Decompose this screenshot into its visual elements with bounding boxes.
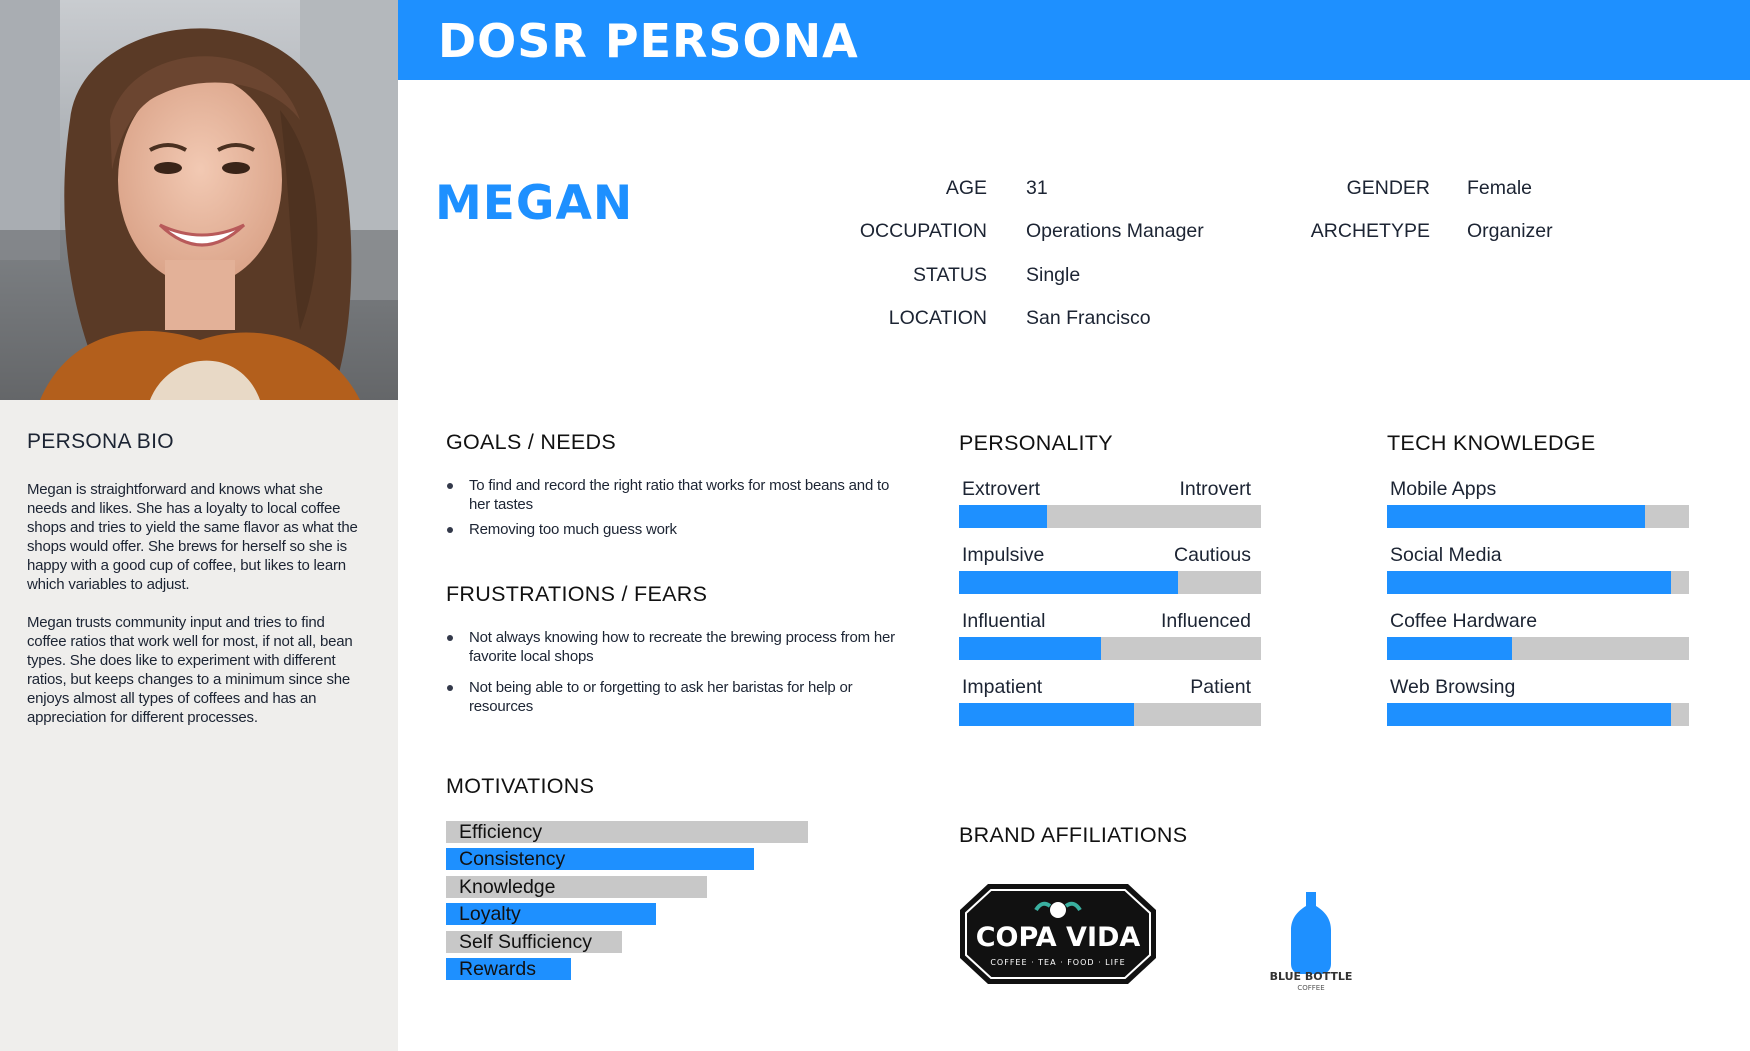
personality-fill: [959, 505, 1047, 528]
personality-left-label: Impatient: [962, 676, 1043, 698]
motivation-bar: Knowledge: [446, 875, 707, 898]
bio-text: Megan is straightforward and knows what …: [27, 480, 359, 746]
tech-fill: [1387, 703, 1671, 726]
persona-photo: [0, 0, 398, 400]
occupation-value: Operations Manager: [1026, 220, 1204, 242]
frustrations-list: Not always knowing how to recreate the b…: [446, 628, 906, 722]
tech-fill: [1387, 637, 1512, 660]
tech-label: Web Browsing: [1390, 676, 1516, 698]
blue-bottle-sub: COFFEE: [1297, 984, 1324, 992]
tech-track: [1387, 505, 1689, 528]
location-value: San Francisco: [1026, 307, 1151, 329]
archetype-value: Organizer: [1467, 220, 1553, 242]
tech-track: [1387, 637, 1689, 660]
brands-title: BRAND AFFILIATIONS: [959, 823, 1188, 847]
archetype-label: ARCHETYPE: [1310, 220, 1430, 242]
motivation-label: Efficiency: [459, 821, 543, 843]
motivation-bar: Rewards: [446, 958, 571, 980]
personality-left-label: Influential: [962, 610, 1046, 632]
motivation-label: Rewards: [459, 958, 536, 980]
personality-track: [959, 505, 1261, 528]
list-item: Not being able to or forgetting to ask h…: [446, 678, 906, 716]
blue-bottle-name: BLUE BOTTLE: [1270, 970, 1353, 983]
list-item: Not always knowing how to recreate the b…: [446, 628, 906, 666]
location-label: LOCATION: [888, 307, 987, 329]
motivation-bar: Consistency: [446, 848, 754, 871]
personality-right-label: Influenced: [1161, 610, 1251, 632]
tech-label: Mobile Apps: [1390, 478, 1497, 500]
motivations-title: MOTIVATIONS: [446, 774, 595, 798]
tech-track: [1387, 703, 1689, 726]
bio-paragraph: Megan is straightforward and knows what …: [27, 481, 358, 593]
age-value: 31: [1026, 177, 1048, 199]
goals-list: To find and record the right ratio that …: [446, 476, 906, 545]
status-value: Single: [1026, 264, 1081, 286]
bio-paragraph: Megan trusts community input and tries t…: [27, 614, 353, 726]
motivation-label: Knowledge: [459, 875, 556, 898]
gender-label: GENDER: [1346, 177, 1430, 199]
tech-fill: [1387, 505, 1645, 528]
persona-name: MEGAN: [435, 176, 634, 231]
tech-label: Social Media: [1390, 544, 1502, 566]
motivation-bar: Efficiency: [446, 821, 808, 843]
personality-fill: [959, 703, 1134, 726]
tech-track: [1387, 571, 1689, 594]
motivation-bar: Self Sufficiency: [446, 930, 622, 953]
list-item: Removing too much guess work: [446, 520, 906, 539]
personality-track: [959, 571, 1261, 594]
blue-bottle-logo: BLUE BOTTLE COFFEE: [1259, 888, 1363, 999]
personality-fill: [959, 571, 1178, 594]
age-label: AGE: [945, 177, 987, 199]
motivation-label: Self Sufficiency: [459, 930, 592, 953]
copa-vida-tagline: COFFEE · TEA · FOOD · LIFE: [990, 958, 1125, 967]
bio-sidebar: PERSONA BIO Megan is straightforward and…: [0, 0, 398, 1051]
tech-title: TECH KNOWLEDGE: [1387, 431, 1596, 455]
personality-title: PERSONALITY: [959, 431, 1113, 455]
frustrations-title: FRUSTRATIONS / FEARS: [446, 582, 708, 606]
copa-vida-name: COPA VIDA: [976, 922, 1141, 953]
personality-right-label: Cautious: [1174, 544, 1251, 566]
tech-fill: [1387, 571, 1671, 594]
list-item: To find and record the right ratio that …: [446, 476, 906, 514]
personality-track: [959, 703, 1261, 726]
page-title: DOSR PERSONA: [438, 14, 859, 68]
personality-right-label: Patient: [1190, 676, 1251, 698]
motivation-bar: Loyalty: [446, 903, 656, 926]
gender-value: Female: [1467, 177, 1533, 199]
personality-right-label: Introvert: [1179, 478, 1251, 500]
tech-label: Coffee Hardware: [1390, 610, 1538, 632]
occupation-label: OCCUPATION: [859, 220, 987, 242]
personality-left-label: Extrovert: [962, 478, 1041, 500]
personality-left-label: Impulsive: [962, 544, 1045, 566]
copa-vida-logo: COPA VIDA COFFEE · TEA · FOOD · LIFE: [958, 880, 1158, 993]
personality-fill: [959, 637, 1101, 660]
header-bar: DOSR PERSONA: [398, 0, 1750, 80]
goals-title: GOALS / NEEDS: [446, 430, 616, 454]
personality-track: [959, 637, 1261, 660]
motivation-label: Consistency: [459, 848, 566, 871]
motivation-label: Loyalty: [459, 903, 521, 926]
bio-title: PERSONA BIO: [27, 430, 174, 453]
status-label: STATUS: [912, 264, 987, 286]
